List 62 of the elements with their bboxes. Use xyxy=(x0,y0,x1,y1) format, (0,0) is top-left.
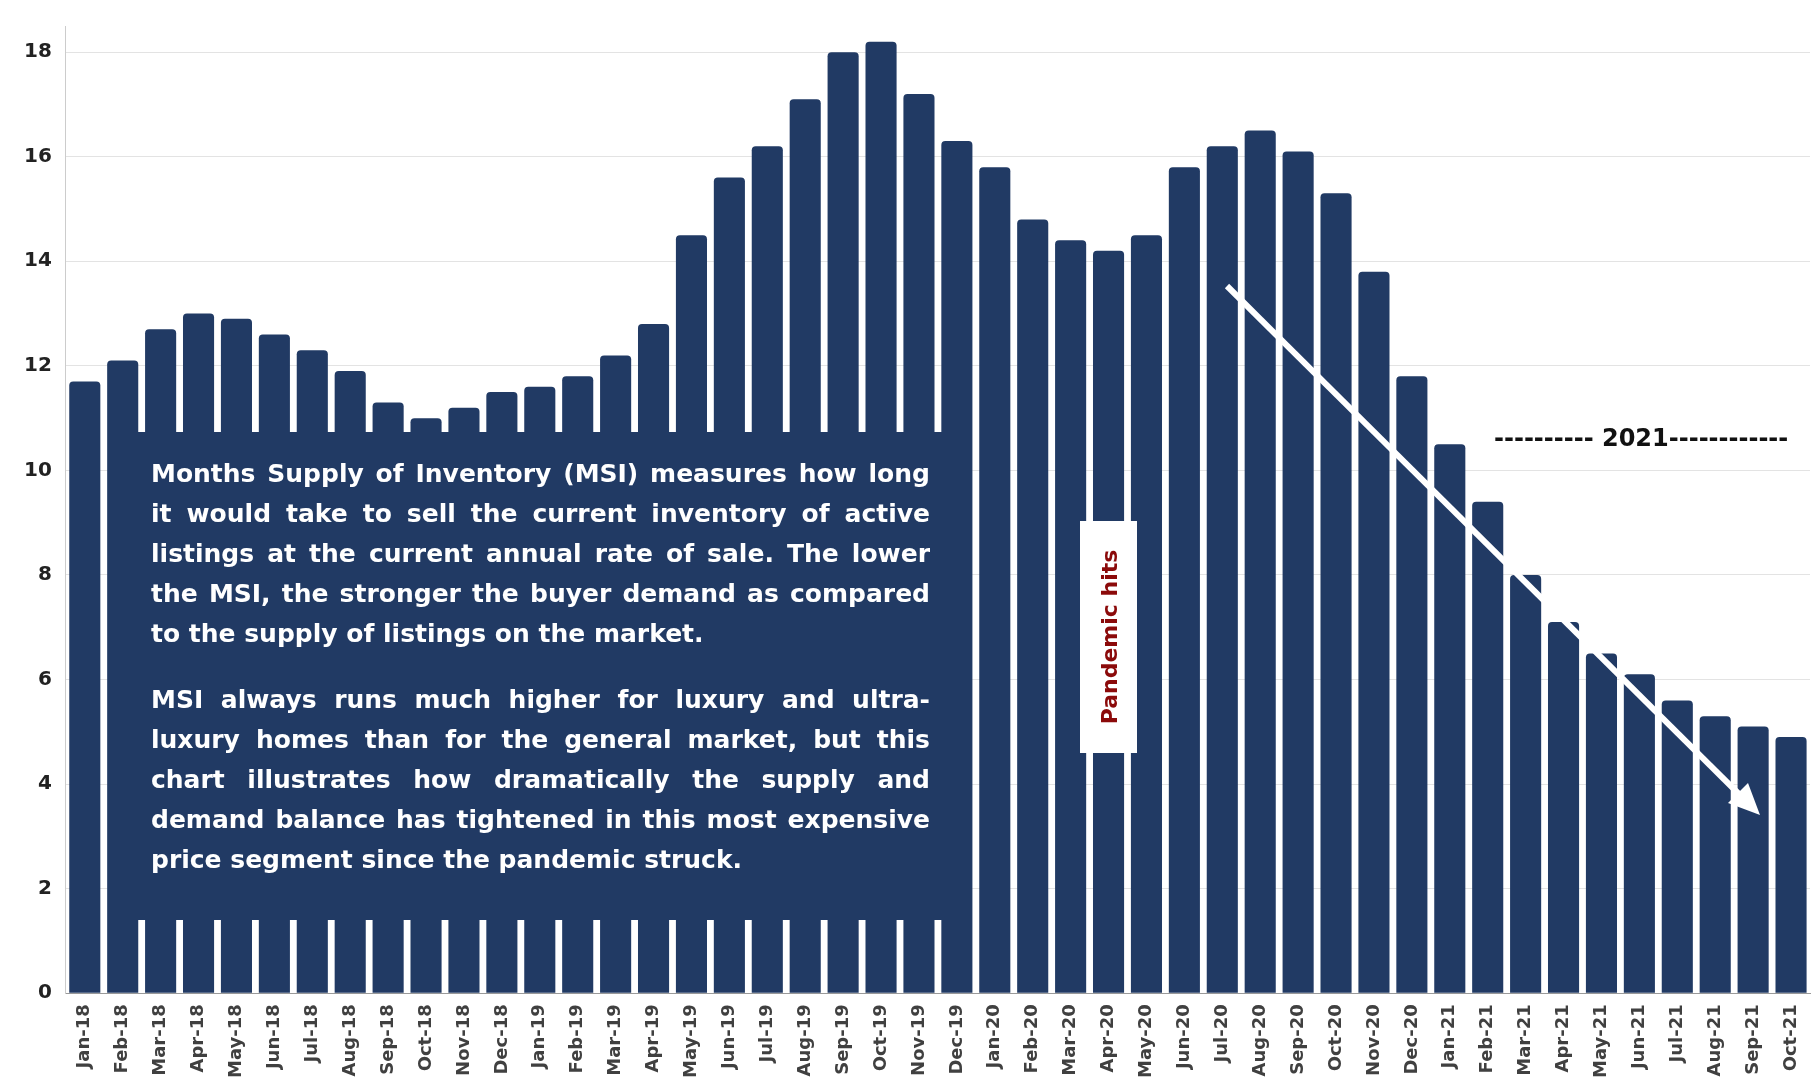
x-tick-label: May-19 xyxy=(679,1004,701,1079)
text-panel: Months Supply of Inventory (MSI) measures how long it would take to sell the current inventory of active listings at the current annual rate of sale. The lower the MSI, the stronger the buyer demand as compared to the supply of listings on the market. MSI always runs much higher for luxury and ultra-luxury homes than for the general market, but this chart illustrates how dramatically the supply and demand balance has tightened in this most expensive price segment since the pandemic struck. xyxy=(137,432,944,920)
y-tick-label: 8 xyxy=(37,561,52,586)
x-tick-label: Mar-21 xyxy=(1513,1004,1535,1076)
y-tick-label: 2 xyxy=(37,874,52,899)
y-tick-label: 12 xyxy=(23,352,52,377)
x-tick-label: Aug-21 xyxy=(1702,1004,1724,1077)
x-tick-label: Jun-19 xyxy=(717,1004,739,1072)
x-tick-label: Dec-20 xyxy=(1399,1004,1421,1075)
x-tick-label: Jan-19 xyxy=(527,1004,549,1071)
y-tick-label: 16 xyxy=(23,142,52,167)
x-tick-label: Oct-19 xyxy=(868,1004,890,1072)
x-tick-label: Sep-18 xyxy=(375,1004,397,1075)
x-tick-label: Apr-20 xyxy=(1096,1004,1118,1073)
x-tick-label: Nov-19 xyxy=(906,1004,928,1076)
x-tick-label: Mar-18 xyxy=(148,1004,170,1076)
x-tick-label: Feb-21 xyxy=(1475,1004,1497,1074)
x-tick-label: Feb-20 xyxy=(1020,1004,1042,1074)
y-tick-label: 18 xyxy=(23,38,52,63)
x-tick-label: Oct-21 xyxy=(1778,1004,1800,1072)
x-tick-label: Jun-20 xyxy=(1172,1004,1194,1072)
x-tick-label: Mar-20 xyxy=(1058,1004,1080,1076)
y-tick-label: 6 xyxy=(37,665,52,690)
x-tick-label: May-20 xyxy=(1134,1004,1156,1079)
y-tick-label: 10 xyxy=(23,456,52,481)
annotation: Pandemic hits xyxy=(1096,549,1121,725)
annotation: ---------- 2021------------ xyxy=(1494,424,1789,452)
x-tick-label: Apr-19 xyxy=(641,1004,663,1073)
x-tick-label: Sep-21 xyxy=(1740,1004,1762,1075)
x-tick-label: Mar-19 xyxy=(603,1004,625,1076)
x-tick-label: Aug-19 xyxy=(792,1004,814,1077)
x-tick-label: Jan-20 xyxy=(982,1004,1004,1071)
x-tick-label: Jul-19 xyxy=(754,1004,776,1065)
y-tick-label: 0 xyxy=(37,979,52,1004)
x-tick-label: Apr-21 xyxy=(1551,1004,1573,1073)
x-tick-label: Aug-18 xyxy=(337,1004,359,1077)
annotation: Months Supply of Inventory (MSI) measures how long it would take to sell the current inventory of active listings at the current annual rate of sale. The lower the MSI, the stronger the buyer demand as compared to the supply of listings on the market. xyxy=(151,458,930,650)
x-tick-label: Jul-21 xyxy=(1664,1004,1686,1065)
x-tick-label: Nov-20 xyxy=(1361,1004,1383,1076)
x-tick-label: Dec-18 xyxy=(489,1004,511,1075)
x-tick-label: Feb-19 xyxy=(565,1004,587,1074)
label-panel: Pandemic hits xyxy=(1080,521,1137,753)
x-tick-label: Jul-20 xyxy=(1209,1004,1231,1065)
x-tick-label: Oct-20 xyxy=(1323,1004,1345,1072)
y-tick-label: 14 xyxy=(23,247,52,272)
x-tick-label: Apr-18 xyxy=(186,1004,208,1073)
x-tick-label: Jan-18 xyxy=(72,1004,94,1071)
x-tick-label: Nov-18 xyxy=(451,1004,473,1076)
x-tick-label: Jun-18 xyxy=(262,1004,284,1072)
x-tick-label: Feb-18 xyxy=(110,1004,132,1074)
x-tick-label: Jul-18 xyxy=(299,1004,321,1065)
x-tick-label: Sep-19 xyxy=(830,1004,852,1075)
annotation: MSI always runs much higher for luxury and ultra-luxury homes than for the general market, but this chart illustrates how dramatically the supply and demand balance has tightened in this most expensive price segment since the pandemic struck. xyxy=(151,684,930,876)
y-tick-label: 4 xyxy=(37,770,52,795)
x-tick-label: Sep-20 xyxy=(1285,1004,1307,1075)
x-tick-label: Dec-19 xyxy=(944,1004,966,1075)
x-tick-label: Oct-18 xyxy=(413,1004,435,1072)
x-tick-label: May-18 xyxy=(224,1004,246,1079)
x-tick-label: May-21 xyxy=(1589,1004,1611,1079)
x-tick-label: Jan-21 xyxy=(1437,1004,1459,1071)
x-tick-label: Aug-20 xyxy=(1247,1004,1269,1077)
x-tick-label: Jun-21 xyxy=(1627,1004,1649,1072)
